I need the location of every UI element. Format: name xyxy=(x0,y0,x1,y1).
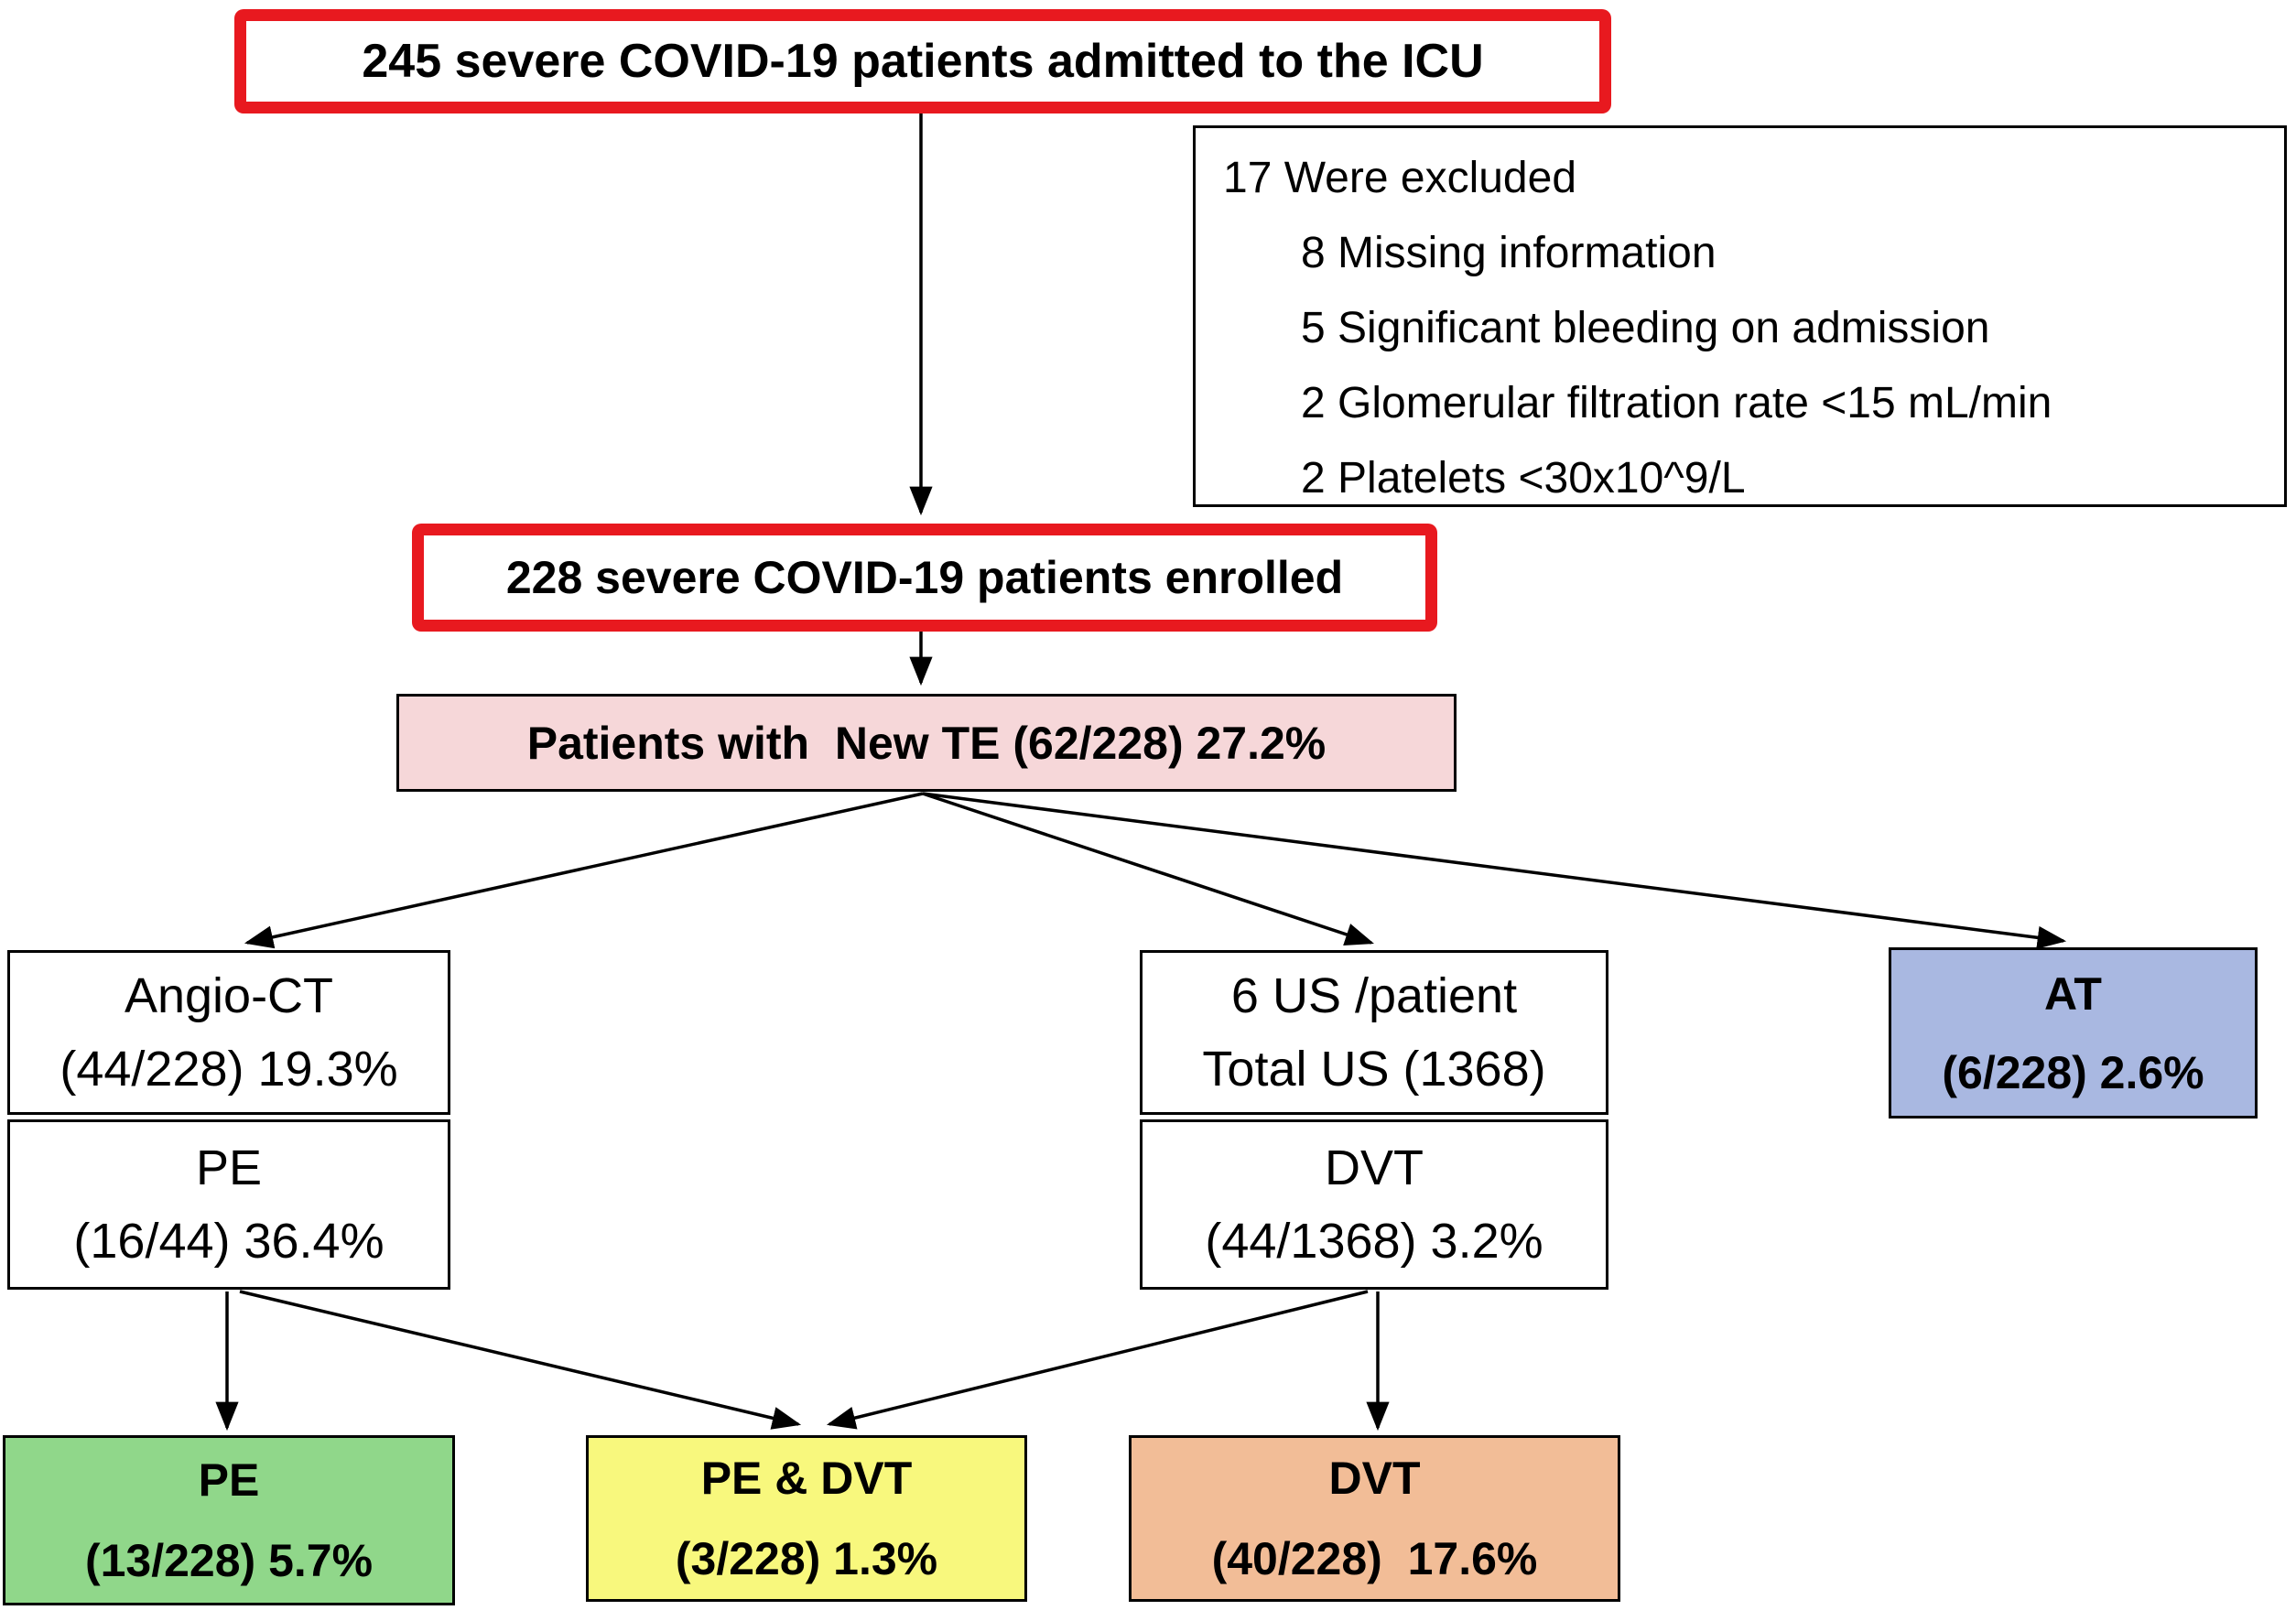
admitted-box: 245 severe COVID-19 patients admitted to… xyxy=(234,9,1611,113)
new-te-label: Patients with New TE (62/228) 27.2% xyxy=(526,717,1327,769)
angio-ct-stat: (44/228) 19.3% xyxy=(60,1042,398,1097)
pe-detected-title: PE xyxy=(195,1140,263,1195)
outcome-pe-dvt-box: PE & DVT (3/228) 1.3% xyxy=(586,1435,1027,1602)
dvt-detected-title: DVT xyxy=(1325,1140,1424,1195)
arrow-dvt-to-outcome-pedvt xyxy=(826,1290,1369,1430)
outcome-pe-box: PE (13/228) 5.7% xyxy=(3,1435,455,1605)
outcome-pe-dvt-stat: (3/228) 1.3% xyxy=(675,1533,938,1584)
arrow-pe-to-outcome-pedvt xyxy=(239,1290,802,1430)
arrow-newte-to-at xyxy=(922,792,2067,949)
us-stat: Total US (1368) xyxy=(1202,1042,1546,1097)
pe-detected-box: PE (16/44) 36.4% xyxy=(7,1119,450,1290)
us-title: 6 US /patient xyxy=(1230,968,1518,1023)
new-te-box: Patients with New TE (62/228) 27.2% xyxy=(396,694,1457,792)
outcome-dvt-box: DVT (40/228) 17.6% xyxy=(1129,1435,1620,1602)
excluded-item: 2 Platelets <30x10^9/L xyxy=(1301,454,1746,503)
dvt-detected-stat: (44/1368) 3.2% xyxy=(1205,1214,1543,1269)
excluded-box: 17 Were excluded 8 Missing information 5… xyxy=(1193,125,2287,507)
admitted-label: 245 severe COVID-19 patients admitted to… xyxy=(362,35,1484,88)
outcome-pe-stat: (13/228) 5.7% xyxy=(84,1535,374,1586)
arrow-newte-to-angioct xyxy=(244,792,924,949)
angio-ct-title: Angio-CT xyxy=(124,968,334,1023)
arrow-newte-to-us xyxy=(922,792,1374,946)
us-box: 6 US /patient Total US (1368) xyxy=(1140,950,1608,1115)
excluded-title: 17 Were excluded xyxy=(1223,154,1577,202)
enrolled-box: 228 severe COVID-19 patients enrolled xyxy=(412,524,1437,632)
outcome-dvt-title: DVT xyxy=(1328,1453,1421,1504)
excluded-item: 2 Glomerular filtration rate <15 mL/min xyxy=(1301,379,2052,427)
pe-detected-stat: (16/44) 36.4% xyxy=(73,1214,384,1269)
outcome-dvt-stat: (40/228) 17.6% xyxy=(1211,1533,1538,1584)
dvt-detected-box: DVT (44/1368) 3.2% xyxy=(1140,1119,1608,1290)
angio-ct-box: Angio-CT (44/228) 19.3% xyxy=(7,950,450,1115)
outcome-pe-dvt-title: PE & DVT xyxy=(700,1453,913,1504)
outcome-pe-title: PE xyxy=(198,1454,260,1506)
enrolled-label: 228 severe COVID-19 patients enrolled xyxy=(505,552,1344,603)
at-title: AT xyxy=(2044,967,2102,1020)
at-stat: (6/228) 2.6% xyxy=(1942,1046,2204,1098)
excluded-item: 5 Significant bleeding on admission xyxy=(1301,304,1990,352)
excluded-item: 8 Missing information xyxy=(1301,229,1717,277)
at-box: AT (6/228) 2.6% xyxy=(1889,947,2258,1118)
